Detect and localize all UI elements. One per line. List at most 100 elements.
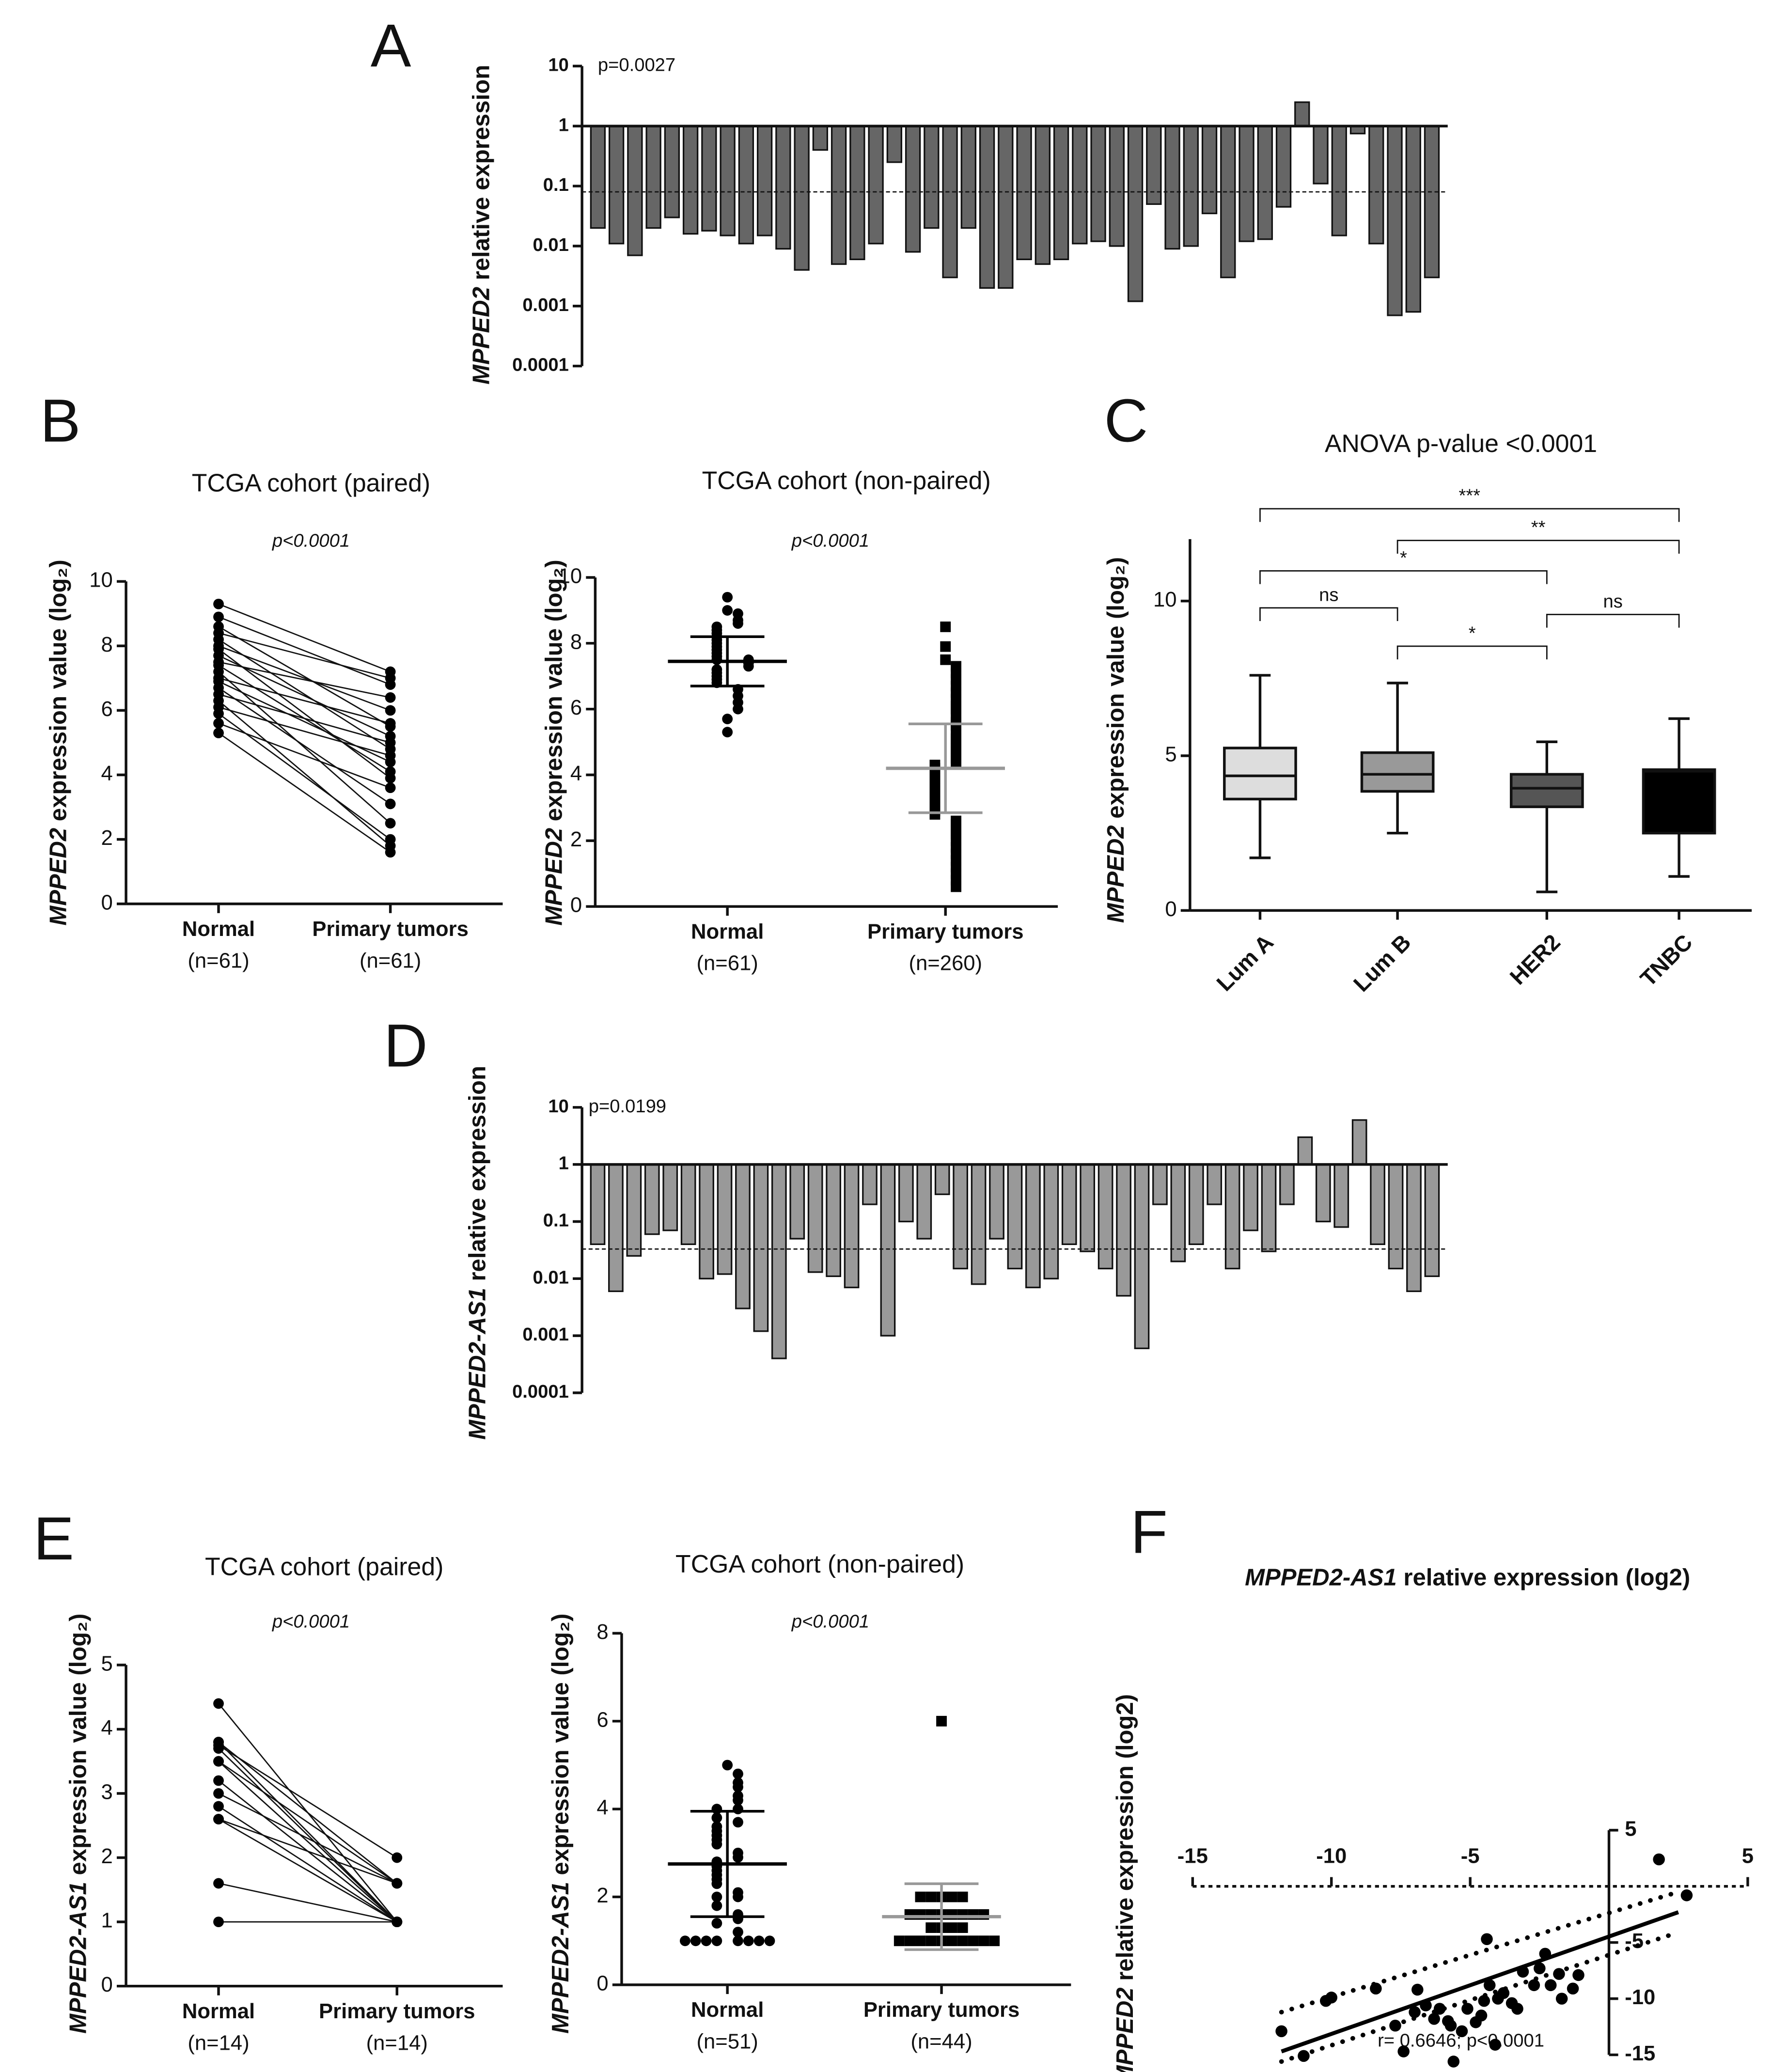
y-tick-label: 0.001 [522,295,569,315]
point [213,1814,224,1824]
y-tick-label: 6 [570,696,582,719]
y-tick-label: 4 [570,762,582,785]
x-axis-label-gene: MPPED2-AS1 [1245,1565,1397,1591]
bar [868,125,884,245]
x-tick-label: Normal [691,919,764,943]
point [915,1891,926,1902]
regression-line [1281,1910,1679,2054]
bar [1406,1163,1422,1293]
y-tick-label: 5 [1165,743,1176,766]
point [1483,1979,1496,1992]
bar [662,1163,678,1231]
y-axis-label: MPPED2-AS1 relative expression [464,1066,490,1440]
point [1572,1969,1584,1981]
bar [1090,125,1106,242]
n-label: (n=51) [697,2030,758,2054]
x-axis-label-text: relative expression (log2) [1403,1565,1690,1591]
point [711,1918,722,1929]
y-tick-label: 3 [101,1780,113,1804]
bar [590,125,606,229]
bar [1152,1163,1168,1205]
bar [1043,1163,1059,1279]
x-tick-label: Primary tumors [312,917,468,941]
point [385,847,396,858]
y-axis-label-text: expression value (log₂) [541,560,567,821]
x-tick-label: Primary tumors [867,919,1023,943]
bar [608,1163,624,1293]
point [213,1698,224,1709]
bar [664,125,680,218]
y-axis-label: MPPED2 expression value (log₂) [541,560,567,925]
chart-title: TCGA cohort (non-paired) [702,466,991,494]
y-tick-label: 0 [101,890,113,914]
y-tick-label: 0.1 [543,174,569,195]
significance-bracket [1259,607,1398,622]
point [989,1935,1000,1947]
point [711,1838,722,1850]
n-label: (n=61) [697,951,758,975]
bar [1025,1163,1041,1289]
bar [1201,125,1218,215]
point [951,756,961,767]
bar [771,1163,787,1359]
chart-title: TCGA cohort (non-paired) [675,1550,964,1578]
y-tick-label: 2 [101,826,113,850]
bar [1220,125,1236,279]
box [1223,747,1297,801]
pair-line [218,632,391,679]
point [940,654,951,665]
y-tick-label: 8 [596,1620,608,1644]
y-tick-label: 0.1 [543,1210,569,1231]
y-tick-label: 0.001 [522,1324,569,1345]
pair-line [218,1818,397,1884]
bar [626,1163,642,1257]
bar [971,1163,987,1285]
y-tick-label: 4 [101,762,113,785]
point [385,818,396,829]
y-axis-label: MPPED2 relative expression [469,65,495,385]
bar [735,1163,751,1309]
significance-label: ** [1531,517,1546,538]
point [733,1852,743,1863]
x-tick-label: Normal [182,917,255,941]
y-tick-label: 1 [101,1909,113,1932]
point [1475,2010,1488,2022]
bar [942,125,958,279]
point [385,798,396,810]
point [213,598,224,609]
y-axis-label-gene: MPPED2-AS1 [65,1882,92,2034]
bar [1387,125,1403,316]
point [213,611,224,623]
point [1553,1968,1565,1980]
point [733,1935,743,1947]
bar [1405,125,1421,313]
n-label: (n=61) [360,949,421,972]
pair-line [218,1741,398,1884]
annotation: p=0.0199 [589,1096,666,1117]
y-tick-label: 4 [596,1796,608,1820]
x-tick-label: TNBC [1635,929,1697,991]
bar [924,125,940,229]
point [213,718,224,729]
bar [960,125,977,229]
bar [1239,125,1255,242]
bar [1279,1163,1295,1205]
bar [831,125,847,265]
significance-label: * [1400,547,1407,568]
point [946,1935,957,1947]
significance-bracket [1396,540,1680,554]
pair-line [218,616,391,685]
point [1555,1993,1568,2005]
point [753,1935,765,1947]
point [711,1878,722,1889]
annotation: p=0.0027 [598,54,675,75]
bar [880,1163,896,1337]
bar [794,125,810,271]
point [392,1916,403,1928]
y-tick-label: 2 [596,1884,608,1907]
y-tick-label: 8 [570,630,582,654]
bar [953,1163,969,1270]
bar [807,1163,823,1273]
bar [753,1163,769,1332]
